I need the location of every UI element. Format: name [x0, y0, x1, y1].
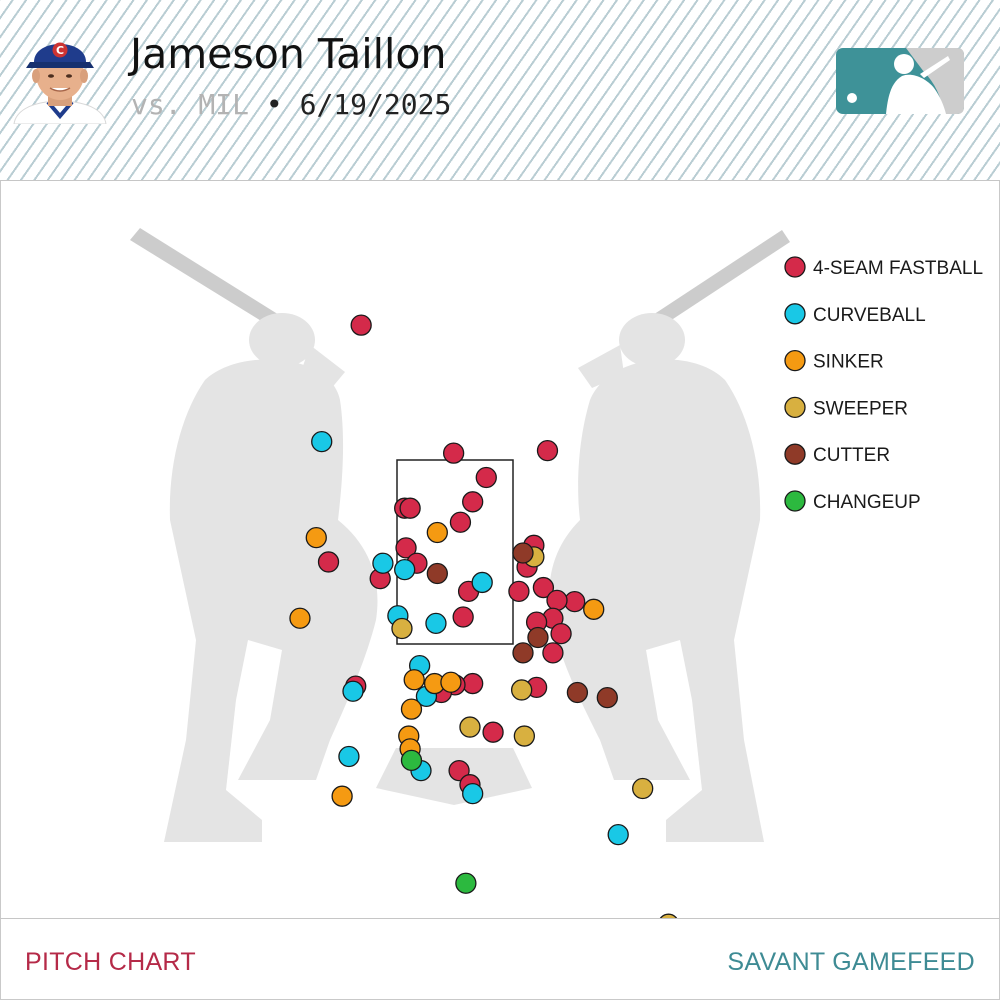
pitch-cutter-4[interactable] [512, 642, 534, 664]
pitch-chart-label: PITCH CHART [25, 948, 196, 976]
pitch-4-seam-fastball-8[interactable] [399, 497, 421, 519]
pitch-4-seam-fastball-23[interactable] [452, 606, 474, 628]
svg-text:C: C [56, 44, 64, 57]
pitch-cutter-2[interactable] [426, 562, 448, 585]
pitch-4-seam-fastball-27[interactable] [462, 672, 484, 695]
pitch-sweeper-6[interactable] [632, 777, 654, 800]
legend-marker-cutter [784, 443, 806, 465]
pitch-sweeper-4[interactable] [459, 716, 481, 738]
pitch-4-seam-fastball-4[interactable] [475, 466, 497, 489]
pitch-4-seam-fastball-30[interactable] [482, 721, 504, 743]
pitch-4-seam-fastball-1[interactable] [350, 314, 372, 336]
pitch-sweeper-3[interactable] [510, 679, 533, 701]
pitch-4-seam-fastball-2[interactable] [442, 442, 465, 464]
pitch-4-seam-fastball-14[interactable] [532, 576, 555, 599]
legend-label-sweeper: SWEEPER [813, 398, 908, 419]
legend-label-changeup: CHANGEUP [813, 492, 921, 513]
batter-silhouette-left [130, 228, 378, 842]
pitch-sinker-5[interactable] [403, 669, 425, 691]
legend-marker-changeup [784, 490, 806, 512]
pitch-curveball-1[interactable] [311, 430, 333, 453]
pitch-4-seam-fastball-7[interactable] [449, 511, 472, 533]
separator-bullet: • [265, 88, 283, 121]
opponent-label: vs. MIL [131, 88, 250, 121]
pitch-4-seam-fastball-6[interactable] [462, 491, 484, 513]
legend-label-sinker: SINKER [813, 352, 884, 373]
pitch-curveball-12[interactable] [462, 782, 484, 805]
pitch-sweeper-5[interactable] [513, 725, 536, 747]
pitch-4-seam-fastball-13[interactable] [564, 590, 586, 613]
pitch-cutter-1[interactable] [512, 542, 534, 564]
pitch-curveball-2[interactable] [372, 552, 394, 574]
pitch-sinker-3[interactable] [289, 607, 311, 629]
footer: PITCH CHART SAVANT GAMEFEED [0, 918, 1000, 1001]
legend-label-4-seam-fastball: 4-SEAM FASTBALL [813, 258, 983, 279]
pitch-curveball-4[interactable] [471, 571, 493, 594]
pitch-sinker-8[interactable] [440, 671, 462, 693]
legend-marker-sweeper [784, 396, 806, 419]
pitch-curveball-3[interactable] [394, 558, 416, 581]
pitch-changeup-2[interactable] [455, 872, 477, 894]
pitch-cutter-3[interactable] [527, 626, 549, 649]
pitch-sinker-2[interactable] [426, 521, 448, 544]
pitch-4-seam-fastball-31[interactable] [448, 759, 470, 782]
pitch-changeup-1[interactable] [400, 749, 423, 772]
pitch-4-seam-fastball-15[interactable] [317, 551, 340, 573]
pitch-sinker-4[interactable] [583, 598, 605, 620]
legend-marker-4-seam-fastball [784, 256, 806, 278]
pitch-chart-area: 4-SEAM FASTBALL CURVEBALL SINKER SWEEPER CUT… [0, 181, 1000, 918]
legend-marker-curveball [784, 303, 806, 325]
player-avatar: C [10, 22, 110, 124]
pitch-4-seam-fastball-24[interactable] [542, 642, 564, 664]
player-name: Jameson Taillon [130, 30, 447, 78]
legend-label-curveball: CURVEBALL [813, 305, 926, 326]
pitch-sinker-1[interactable] [305, 526, 327, 549]
pitch-cutter-5[interactable] [566, 681, 589, 704]
pitch-4-seam-fastball-17[interactable] [546, 589, 568, 612]
savant-gamefeed-link[interactable]: SAVANT GAMEFEED [727, 948, 975, 976]
pitch-markers [289, 314, 679, 918]
pitch-curveball-10[interactable] [338, 745, 360, 768]
league-logo [836, 48, 964, 114]
chart-legend: 4-SEAM FASTBALL CURVEBALL SINKER SWEEPER CUT… [784, 256, 983, 513]
pitch-sweeper-2[interactable] [391, 617, 413, 640]
legend-label-cutter: CUTTER [813, 445, 890, 466]
pitch-curveball-8[interactable] [342, 680, 364, 702]
header: C Jameson Taillon vs. MIL • 6/19/2025 [0, 0, 1000, 181]
pitch-4-seam-fastball-19[interactable] [508, 580, 530, 603]
pitch-chart: 4-SEAM FASTBALL CURVEBALL SINKER SWEEPER CUT… [130, 228, 983, 918]
pitch-sinker-11[interactable] [331, 785, 353, 807]
legend-marker-sinker [784, 349, 806, 372]
game-date: 6/19/2025 [299, 88, 452, 121]
pitch-4-seam-fastball-22[interactable] [550, 622, 572, 645]
batter-silhouette-right [549, 230, 790, 842]
pitch-curveball-6[interactable] [425, 612, 447, 635]
pitch-4-seam-fastball-10[interactable] [395, 537, 417, 559]
pitch-sweeper-7[interactable] [659, 913, 679, 918]
pitch-4-seam-fastball-3[interactable] [536, 439, 559, 462]
pitch-cutter-6[interactable] [596, 686, 618, 709]
pitch-curveball-13[interactable] [607, 823, 629, 846]
game-subtitle: vs. MIL • 6/19/2025 [131, 88, 451, 121]
pitch-sinker-6[interactable] [400, 698, 423, 720]
